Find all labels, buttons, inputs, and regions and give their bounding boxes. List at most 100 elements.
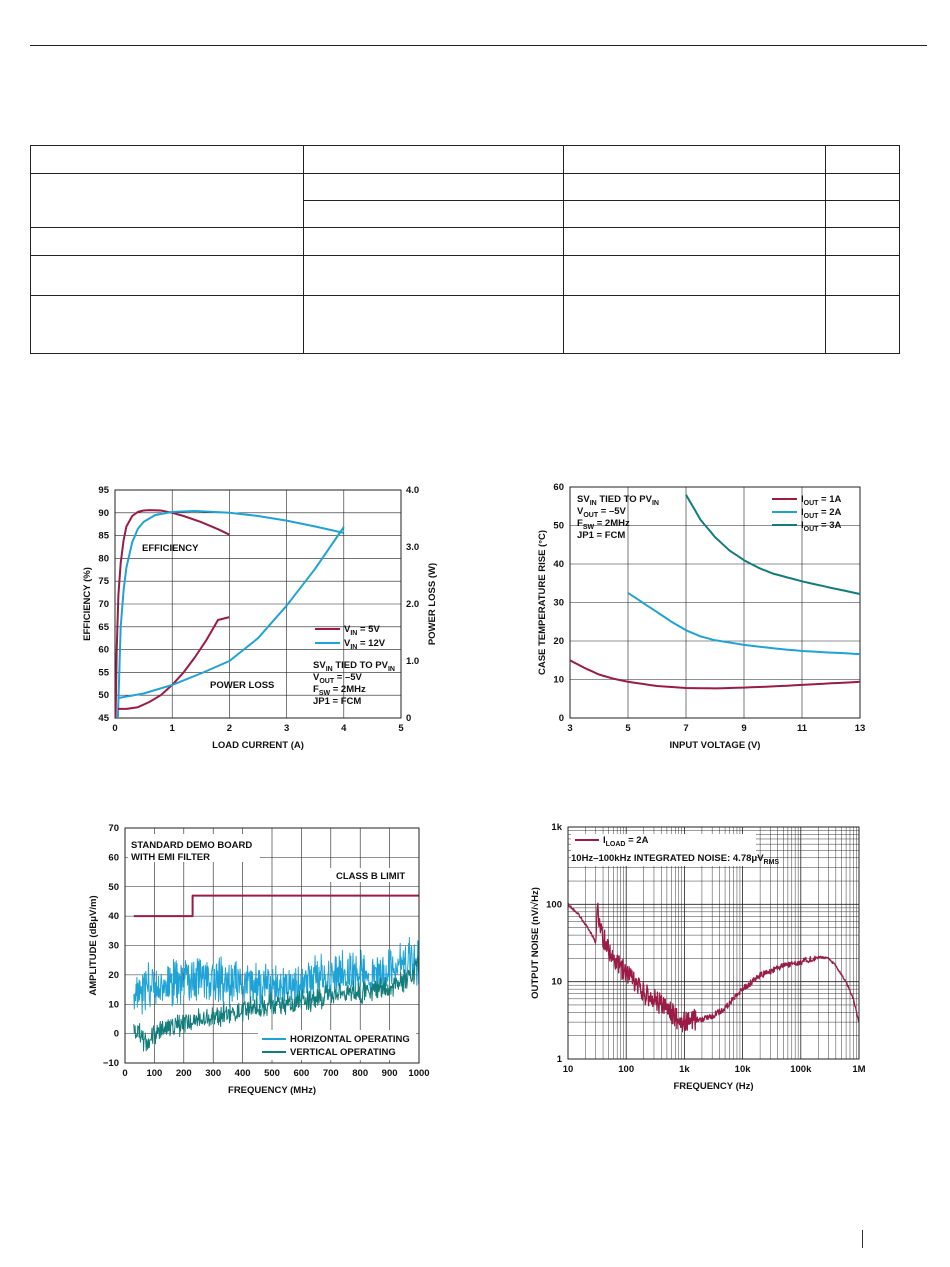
y-tick-label: 60 — [108, 852, 119, 863]
x-tick-label: 1000 — [408, 1068, 429, 1079]
plot-frame — [567, 826, 860, 1060]
x-tick-label: 100k — [790, 1064, 812, 1075]
x-tick-label: 9 — [741, 723, 746, 734]
legend-label: VIN​ = 5V — [344, 624, 380, 637]
legend-label: IOUT​ = 2A — [801, 507, 842, 520]
y-tick-label: −10 — [103, 1058, 119, 1069]
condition-label: JP1 = FCM — [577, 530, 625, 541]
y-right-axis-label: POWER LOSS (W) — [427, 563, 438, 645]
y-tick-label: 45 — [98, 713, 109, 724]
annotation-label: WITH EMI FILTER — [131, 852, 210, 863]
table-cell — [30, 254, 304, 296]
y-axis-label: EFFICIENCY (%) — [82, 567, 93, 641]
x-tick-label: 1k — [679, 1064, 690, 1075]
y-tick-label: 80 — [98, 553, 109, 564]
table-cell — [303, 227, 564, 256]
y-tick-label: 75 — [98, 576, 109, 587]
x-tick-label: 900 — [382, 1068, 398, 1079]
legend-label: IOUT​ = 3A — [801, 520, 842, 533]
x-tick-label: 7 — [683, 723, 688, 734]
series-line — [569, 659, 861, 690]
annotation-box — [128, 834, 260, 862]
y-tick-label: 50 — [108, 882, 119, 893]
table-cell — [825, 200, 900, 229]
y-tick-label: 50 — [553, 521, 564, 532]
y-tick-label: 20 — [553, 636, 564, 647]
y-tick-label: 20 — [108, 970, 119, 981]
series-line — [133, 894, 419, 918]
series-line — [627, 592, 861, 656]
y-tick-label: 100 — [546, 899, 562, 910]
plot-frame — [124, 827, 420, 1064]
y-right-tick-label: 2.0 — [406, 599, 419, 610]
table-cell — [30, 144, 304, 175]
table-cell — [825, 254, 900, 296]
y-tick-label: 30 — [553, 598, 564, 609]
x-tick-label: 100 — [146, 1068, 162, 1079]
condition-label: FSW​ = 2MHz — [577, 518, 630, 531]
efficiency-power-loss-chart: 0 1 2 3 4 5455055606570758085909501.02.03.04.… — [82, 485, 438, 751]
x-tick-label: 4 — [341, 723, 347, 734]
x-tick-label: 400 — [235, 1068, 251, 1079]
y-right-tick-label: 4.0 — [406, 485, 419, 496]
legend-label: ILOAD​ = 2A — [603, 835, 649, 848]
annotation-label: EFFICIENCY — [142, 543, 199, 554]
y-tick-label: 10 — [551, 977, 562, 988]
x-tick-label: 11 — [797, 723, 808, 734]
table-cell — [563, 254, 826, 296]
y-tick-label: 0 — [559, 713, 564, 724]
x-axis-label: INPUT VOLTAGE (V) — [670, 740, 761, 751]
y-tick-label: 10 — [553, 675, 564, 686]
annotation-label: 10Hz–100kHz INTEGRATED NOISE: 4.78μVRMS​ — [571, 853, 779, 866]
x-tick-label: 0 — [112, 723, 117, 734]
y-tick-label: 60 — [553, 482, 564, 493]
x-tick-label: 3 — [284, 723, 289, 734]
y-tick-label: 85 — [98, 531, 109, 542]
x-tick-label: 13 — [855, 723, 866, 734]
x-tick-label: 500 — [264, 1068, 280, 1079]
x-tick-label: 2 — [227, 723, 232, 734]
y-right-tick-label: 3.0 — [406, 542, 419, 553]
x-tick-label: 3 — [567, 723, 572, 734]
y-tick-label: 0 — [114, 1029, 119, 1040]
series-line — [133, 936, 420, 1015]
x-axis-label: FREQUENCY (Hz) — [673, 1081, 753, 1092]
y-right-tick-label: 1.0 — [406, 656, 419, 667]
y-tick-label: 1 — [557, 1054, 563, 1065]
y-tick-label: 60 — [98, 645, 109, 656]
table-cell — [303, 144, 564, 175]
x-axis-label: LOAD CURRENT (A) — [212, 740, 304, 751]
y-tick-label: 30 — [108, 941, 119, 952]
temperature-rise-chart: 3 5 7 9 11 13 0 10 20 30 40 50 60 INPUT VOLTAGE (V) CA… — [537, 482, 866, 751]
x-tick-label: 800 — [352, 1068, 368, 1079]
plot-frame — [114, 489, 402, 719]
table-cell — [303, 294, 564, 355]
condition-label: VOUT​ = –5V — [313, 672, 363, 685]
y-tick-label: 90 — [98, 508, 109, 519]
x-tick-label: 1 — [170, 723, 176, 734]
annotation-label: CLASS B LIMIT — [336, 871, 405, 882]
x-tick-label: 600 — [293, 1068, 309, 1079]
x-tick-label: 0 — [122, 1068, 127, 1079]
table-cell — [825, 294, 900, 355]
table-cell — [30, 227, 304, 256]
legend-label: HORIZONTAL OPERATING — [290, 1034, 410, 1045]
y-tick-label: 40 — [553, 559, 564, 570]
x-tick-label: 10 — [563, 1064, 574, 1075]
condition-label: SVIN​ TIED TO PVIN​ — [577, 494, 659, 507]
series-line — [133, 956, 420, 1052]
series-line — [685, 494, 861, 595]
spec-table — [30, 144, 900, 355]
table-cell — [563, 294, 826, 355]
condition-label: FSW​ = 2MHz — [313, 684, 366, 697]
emi-amplitude-chart: 0 100 200 300 400 500 600 700 800 900 1000−1001020… — [88, 823, 430, 1096]
y-tick-label: 10 — [108, 999, 119, 1010]
x-tick-label: 100 — [618, 1064, 634, 1075]
table-cell — [563, 144, 826, 175]
y-axis-label: AMPLITUDE (dBμV/m) — [88, 895, 99, 995]
y-tick-label: 65 — [98, 622, 109, 633]
condition-label: SVIN​ TIED TO PVIN​ — [313, 660, 395, 673]
table-cell — [825, 144, 900, 175]
x-tick-label: 5 — [398, 723, 404, 734]
